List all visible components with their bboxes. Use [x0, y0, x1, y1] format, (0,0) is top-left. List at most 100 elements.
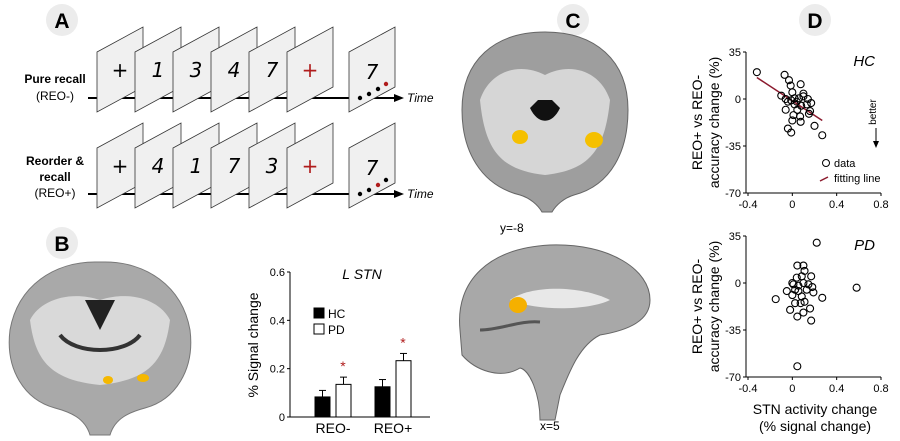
row1-condition: (REO-)	[36, 89, 74, 103]
coronal-brain-image-b	[8, 261, 192, 436]
position-dot	[383, 177, 389, 183]
data-point	[799, 92, 808, 101]
bar-hc-reo-	[314, 396, 331, 418]
time-label: Time	[407, 187, 434, 201]
data-point	[787, 128, 796, 137]
x-axis-label: STN activity change	[753, 401, 878, 417]
data-point	[808, 282, 817, 292]
slide-symbol: +	[302, 154, 319, 178]
data-point	[781, 94, 790, 104]
slide-symbol: 3	[190, 58, 203, 82]
data-point	[781, 105, 790, 114]
data-point	[786, 305, 795, 314]
slide-symbol: 7	[228, 154, 241, 178]
data-point	[788, 116, 797, 125]
slide-symbol: +	[112, 154, 129, 178]
bar-chart-l-stn: 0 0.2 0.4 0.6 L STN % Signal change REO- * REO+ *…	[245, 266, 430, 436]
sagittal-slice-label: x=5	[540, 419, 560, 433]
row2-label: Reorder &	[26, 154, 84, 168]
x-tick-label: 0.4	[829, 199, 844, 211]
row2-label-2: recall	[39, 170, 70, 184]
significance-marker: *	[340, 358, 346, 374]
svg-text:D: D	[807, 10, 822, 33]
bar-pd-reo-	[335, 383, 352, 418]
legend-fit-icon	[819, 176, 829, 182]
y-axis-label-2: accuracy change (%)	[706, 57, 722, 189]
y-tick-label: -35	[725, 141, 741, 153]
better-annotation: better	[868, 99, 879, 125]
svg-text:B: B	[54, 233, 69, 256]
y-tick-label: 0	[735, 94, 741, 106]
y-axis-label: REO+ vs REO-	[689, 259, 705, 355]
slide-symbol: 1	[152, 58, 165, 82]
x-tick-label: 0.4	[829, 383, 844, 395]
legend-data-icon	[822, 159, 830, 167]
data-point	[793, 312, 802, 321]
data-point	[799, 261, 808, 270]
stimulus-slide	[286, 122, 334, 209]
data-point	[796, 80, 805, 89]
data-point	[791, 299, 800, 308]
probe-digit: 7	[366, 156, 379, 180]
scatter-hc: 35 0 -35 -70-0.4 0 0.4 0.8 REO+ vs REO-accuracy…	[689, 47, 889, 211]
y-tick-label: -35	[725, 325, 741, 337]
data-point	[783, 97, 792, 106]
data-point	[810, 121, 819, 130]
panel-label-d: D	[799, 4, 831, 36]
arrow-icon	[394, 94, 404, 102]
slide-symbol: 4	[228, 58, 241, 82]
y-tick-label: 35	[729, 47, 741, 59]
data-point	[789, 280, 798, 289]
row1-label: Pure recall	[24, 72, 85, 86]
slide-symbol: 7	[266, 58, 279, 82]
data-point	[792, 273, 801, 282]
data-point	[796, 299, 805, 308]
y-tick-label: -70	[725, 188, 741, 200]
position-dot	[375, 86, 381, 92]
data-point	[791, 285, 800, 294]
y-axis-label-2: accuracy change (%)	[706, 241, 722, 373]
stimulus-slide	[286, 26, 334, 113]
legend-swatch	[313, 323, 325, 335]
data-point	[771, 295, 780, 304]
legend-fit-label: fitting line	[834, 173, 880, 185]
position-dot	[357, 191, 363, 197]
data-point	[800, 297, 809, 306]
group-title: HC	[853, 53, 875, 70]
y-tick-label: -70	[725, 372, 741, 384]
group-title: PD	[854, 237, 875, 254]
panel-label-c: C	[557, 4, 589, 36]
y-tick-label: 35	[729, 231, 741, 243]
x-tick-label: -0.4	[739, 383, 758, 395]
data-point	[807, 98, 816, 108]
slide-symbol: 3	[266, 154, 279, 178]
data-point	[807, 316, 816, 325]
y-tick-label: 0.4	[270, 315, 285, 327]
data-point	[793, 362, 802, 371]
data-point	[809, 288, 818, 297]
slide-symbol: 1	[190, 154, 203, 178]
position-dot	[366, 187, 372, 193]
x-tick-label: 0.8	[873, 199, 888, 211]
data-point	[796, 112, 805, 121]
data-point	[793, 261, 802, 270]
stimulus-slide	[348, 26, 396, 113]
legend-label: PD	[328, 323, 345, 337]
coronal-brain-image-c: y=-8	[461, 31, 629, 235]
data-point	[752, 68, 761, 77]
arrow-icon	[394, 190, 404, 198]
scatter-pd: 35 0 -35 -70-0.4 0 0.4 0.8 REO+ vs REO-accuracy…	[689, 231, 889, 434]
slide-symbol: +	[112, 58, 129, 82]
data-point	[782, 287, 791, 296]
x-tick-label: 0	[789, 199, 795, 211]
bar-pd-reo+	[395, 360, 412, 418]
arrow-head-icon	[873, 141, 879, 148]
task-paradigm: Pure recall (REO-) Reorder & recall (REO…	[24, 26, 434, 209]
data-point	[790, 100, 799, 109]
category-label: REO-	[316, 420, 351, 436]
data-point	[799, 89, 808, 98]
data-point	[812, 238, 821, 247]
time-label: Time	[407, 91, 434, 105]
y-axis-label: REO+ vs REO-	[689, 75, 705, 171]
